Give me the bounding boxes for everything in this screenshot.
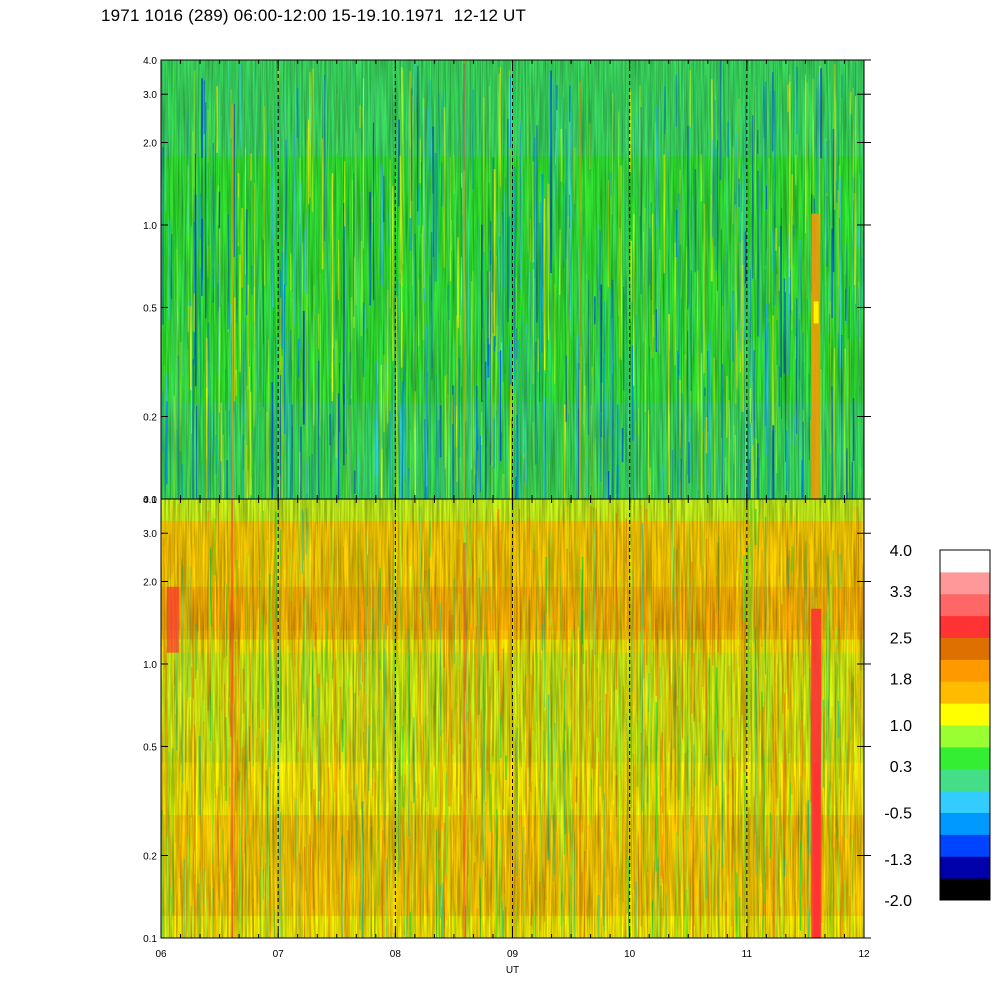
colorbar-swatch [940,746,990,770]
y-tick-label: 2.0 [143,138,157,149]
panel-event [463,542,466,938]
colorbar-swatch [940,550,990,573]
colorbar-label: 2.5 [890,631,912,648]
x-tick-label: 11 [742,949,753,960]
panel-event [231,499,234,938]
y-tick-label: 3.0 [143,529,157,540]
y-tick-label: 0.2 [143,413,157,424]
panel-event [579,81,582,499]
x-tick-label: 06 [155,949,167,960]
colorbar-swatch [940,790,990,813]
colorbar-swatch [940,856,990,879]
colorbar-label: -0.5 [884,806,912,823]
colorbar-swatch [940,834,990,857]
colorbar-swatch [940,878,990,901]
panel-event [463,60,466,499]
colorbar-swatch [940,615,990,638]
y-tick-label: 0.1 [143,934,157,945]
x-tick-label: 08 [390,949,402,960]
y-tick-label: 0.2 [143,852,157,863]
colorbar-swatch [940,725,990,748]
x-tick-label: 07 [273,949,285,960]
colorbar-label: -1.3 [884,852,912,869]
panel-event [579,630,582,938]
colorbar-swatch [940,659,990,682]
y-tick-label: 0.1 [143,495,157,506]
colorbar-swatch [940,571,990,595]
panel-event [813,762,820,938]
x-tick-label: 12 [858,949,870,960]
y-tick-label: 1.0 [143,221,157,232]
x-axis-label: UT [506,965,519,976]
colorbar-swatch [940,768,990,792]
y-tick-label: 0.5 [143,303,157,314]
panel-event [231,103,234,500]
colorbar-swatch [940,681,990,704]
y-tick-label: 2.0 [143,577,157,588]
y-tick-label: 0.5 [143,742,157,753]
y-tick-label: 1.0 [143,660,157,671]
colorbar-frame [939,549,991,901]
panel-event [166,586,179,653]
colorbar-swatch [940,637,990,660]
x-tick-label: 09 [507,949,519,960]
colorbar: 4.0 3.3 2.5 1.8 1.0 0.3 -0.5 -1.3 -2.0 [884,543,991,910]
y-tick-label: 4.0 [143,56,157,67]
axes: 0.10.20.51.02.03.04.00.10.20.51.02.03.04… [143,56,871,976]
colorbar-label: 1.0 [890,718,912,735]
panel-event [813,301,819,324]
colorbar-label: 3.3 [890,584,912,601]
y-tick-label: 4.0 [143,495,157,506]
colorbar-label: 1.8 [890,671,912,688]
colorbar-swatch [940,593,990,617]
panel-event [811,213,821,499]
colorbar-label: 0.3 [890,759,912,776]
chart-title: 1971 1016 (289) 06:00-12:00 15-19.10.197… [101,6,527,25]
colorbar-swatch [940,812,990,835]
colorbar-label: -2.0 [884,893,912,910]
x-tick-label: 10 [624,949,636,960]
colorbar-label: 4.0 [890,543,912,560]
colorbar-swatch [940,703,990,726]
y-tick-label: 3.0 [143,90,157,101]
